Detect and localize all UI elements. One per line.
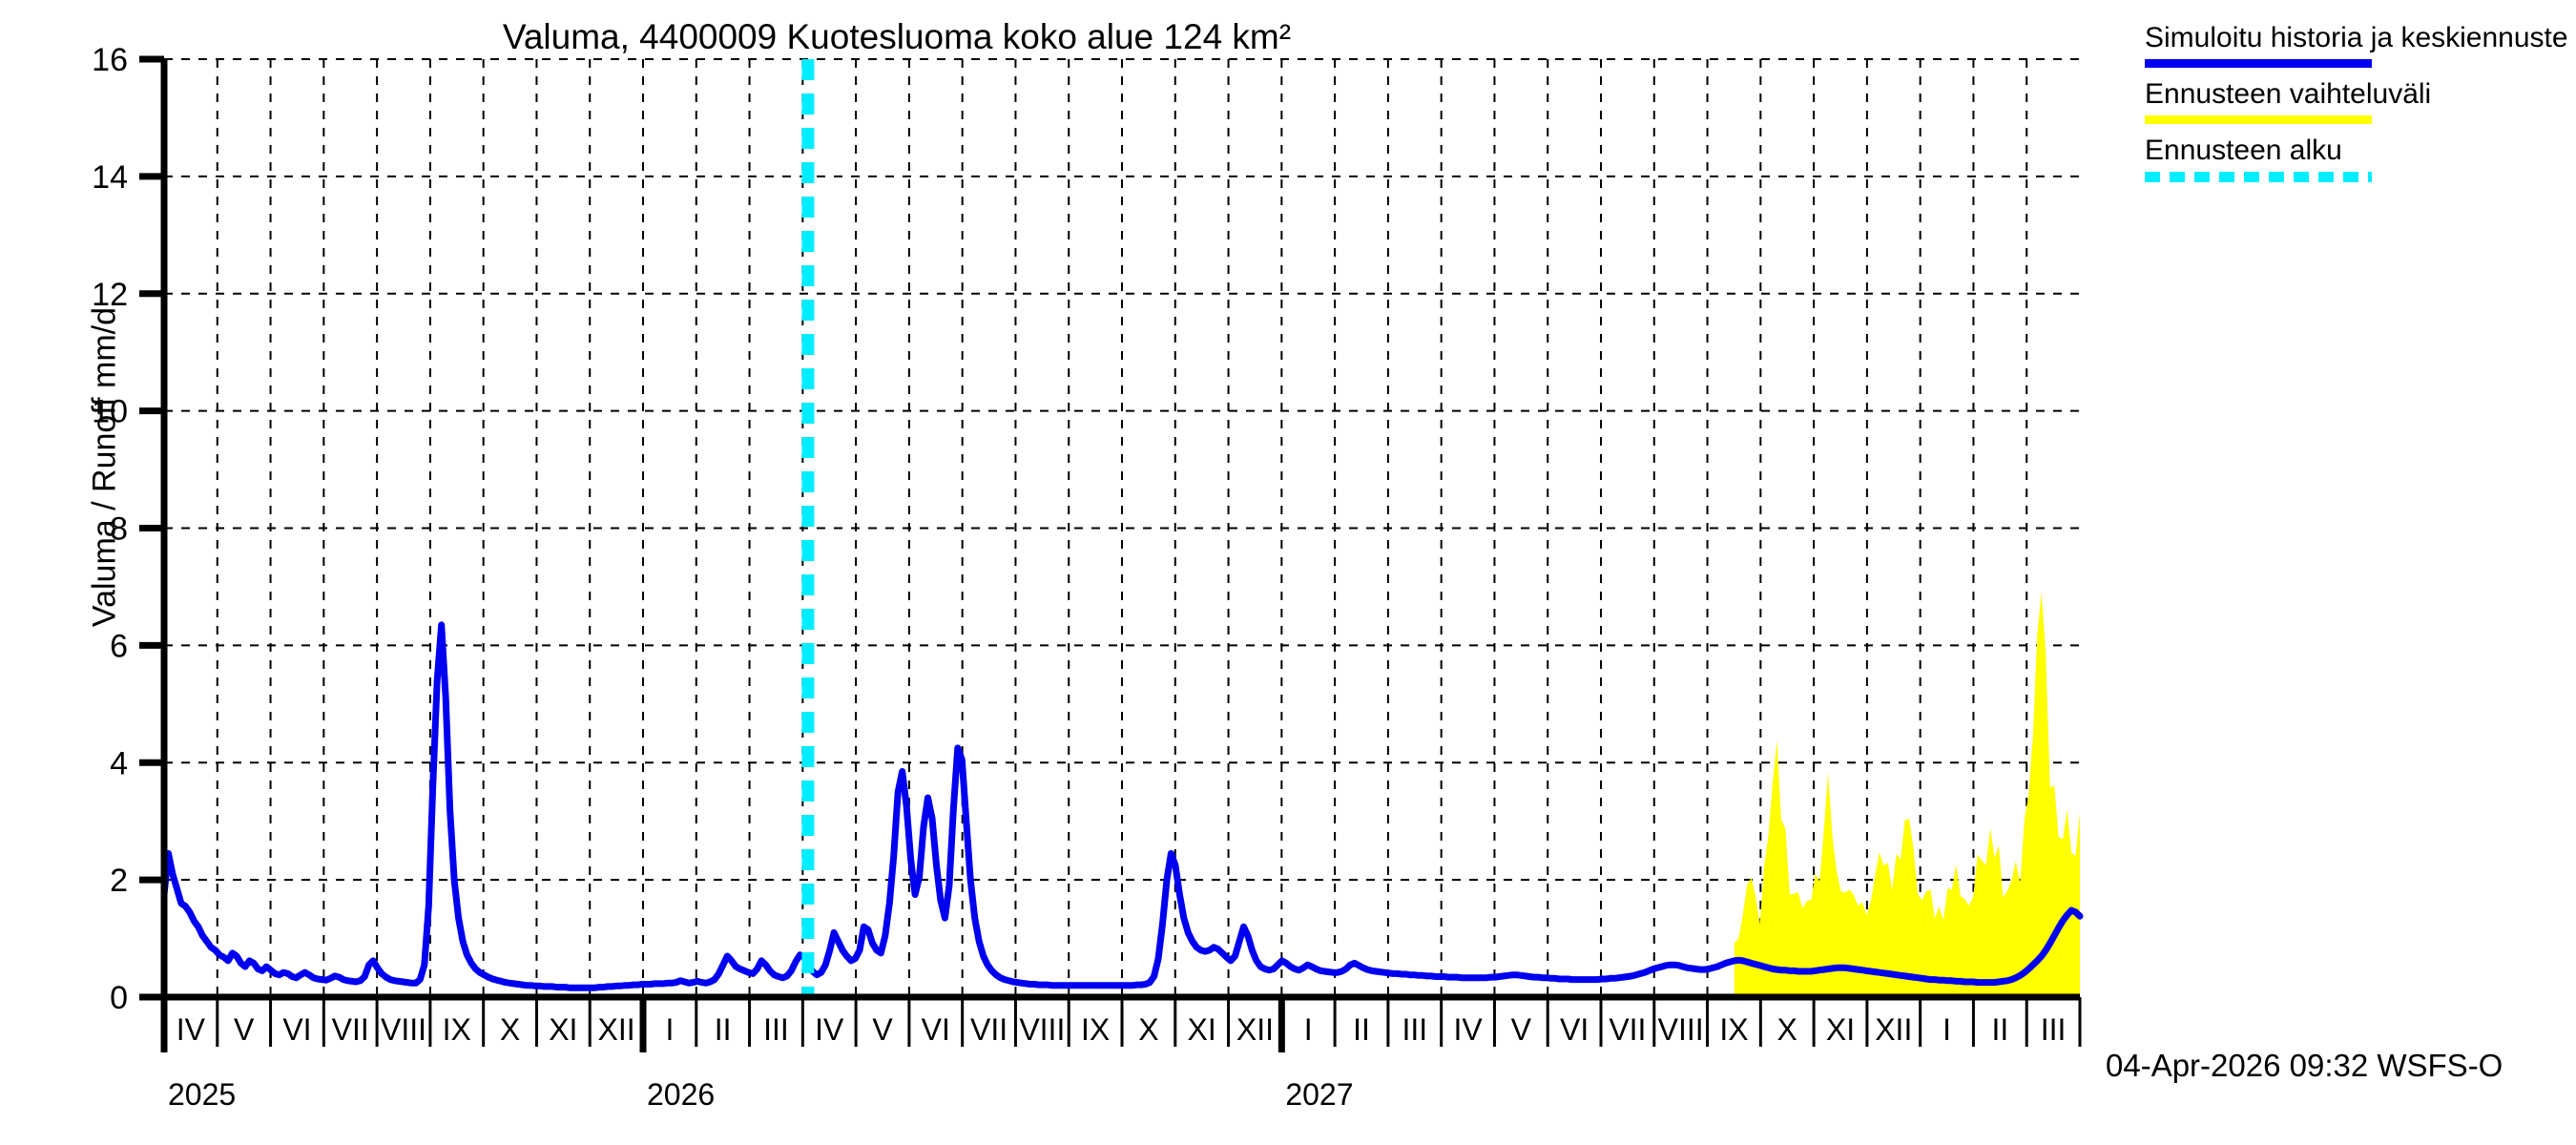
svg-text:II: II <box>1991 1012 2008 1047</box>
svg-text:VIII: VIII <box>381 1012 426 1047</box>
svg-text:14: 14 <box>92 159 128 196</box>
legend-item-forecast-start: Ennusteen alku <box>2145 134 2574 182</box>
svg-text:VII: VII <box>332 1012 369 1047</box>
svg-text:I: I <box>1942 1012 1951 1047</box>
svg-text:XII: XII <box>1875 1012 1912 1047</box>
svg-text:I: I <box>665 1012 674 1047</box>
svg-text:2: 2 <box>110 863 128 899</box>
svg-text:II: II <box>715 1012 732 1047</box>
svg-text:VI: VI <box>1560 1012 1589 1047</box>
svg-text:V: V <box>234 1012 255 1047</box>
svg-text:II: II <box>1353 1012 1370 1047</box>
svg-text:6: 6 <box>110 628 128 664</box>
svg-text:VII: VII <box>1609 1012 1646 1047</box>
svg-text:V: V <box>1511 1012 1532 1047</box>
legend-swatch-forecast-start <box>2145 172 2372 182</box>
svg-text:0: 0 <box>110 980 128 1016</box>
svg-text:VIII: VIII <box>1019 1012 1065 1047</box>
forecast-range-band <box>1734 593 2080 997</box>
svg-text:IX: IX <box>1081 1012 1110 1047</box>
svg-text:VI: VI <box>922 1012 950 1047</box>
svg-text:IV: IV <box>177 1012 206 1047</box>
svg-text:XII: XII <box>598 1012 635 1047</box>
legend-label-history: Simuloitu historia ja keskiennuste <box>2145 22 2568 53</box>
svg-text:III: III <box>763 1012 789 1047</box>
svg-text:V: V <box>872 1012 893 1047</box>
history-mean-line <box>160 621 2084 991</box>
svg-text:VIII: VIII <box>1658 1012 1704 1047</box>
legend-label-range: Ennusteen vaihteluväli <box>2145 78 2432 110</box>
svg-text:VII: VII <box>970 1012 1008 1047</box>
svg-text:2026: 2026 <box>647 1077 715 1112</box>
svg-text:XI: XI <box>549 1012 577 1047</box>
svg-text:IX: IX <box>1719 1012 1748 1047</box>
chart-title: Valuma, 4400009 Kuotesluoma koko alue 12… <box>502 17 1292 56</box>
svg-text:16: 16 <box>92 42 128 78</box>
svg-text:III: III <box>1402 1012 1427 1047</box>
legend-item-range: Ennusteen vaihteluväli <box>2145 77 2574 124</box>
svg-text:XI: XI <box>1188 1012 1216 1047</box>
svg-text:X: X <box>1777 1012 1797 1047</box>
svg-text:III: III <box>2041 1012 2067 1047</box>
svg-text:IV: IV <box>815 1012 844 1047</box>
footer-timestamp: 04-Apr-2026 09:32 WSFS-O <box>2106 1048 2503 1083</box>
svg-text:X: X <box>1138 1012 1158 1047</box>
svg-text:X: X <box>500 1012 520 1047</box>
legend-swatch-history <box>2145 59 2372 68</box>
legend-label-forecast-start: Ennusteen alku <box>2145 135 2342 166</box>
legend-swatch-range <box>2145 115 2372 124</box>
svg-text:IX: IX <box>443 1012 471 1047</box>
svg-text:2025: 2025 <box>168 1077 236 1112</box>
svg-text:VI: VI <box>282 1012 311 1047</box>
svg-text:4: 4 <box>110 745 128 781</box>
chart-legend: Simuloitu historia ja keskiennuste Ennus… <box>2145 21 2574 192</box>
svg-text:I: I <box>1304 1012 1313 1047</box>
legend-item-history: Simuloitu historia ja keskiennuste <box>2145 21 2574 68</box>
svg-text:8: 8 <box>110 511 128 548</box>
svg-text:IV: IV <box>1453 1012 1483 1047</box>
svg-text:XI: XI <box>1826 1012 1855 1047</box>
svg-text:10: 10 <box>92 394 128 430</box>
svg-text:2027: 2027 <box>1285 1077 1353 1112</box>
svg-text:XII: XII <box>1236 1012 1274 1047</box>
svg-text:12: 12 <box>92 277 128 313</box>
